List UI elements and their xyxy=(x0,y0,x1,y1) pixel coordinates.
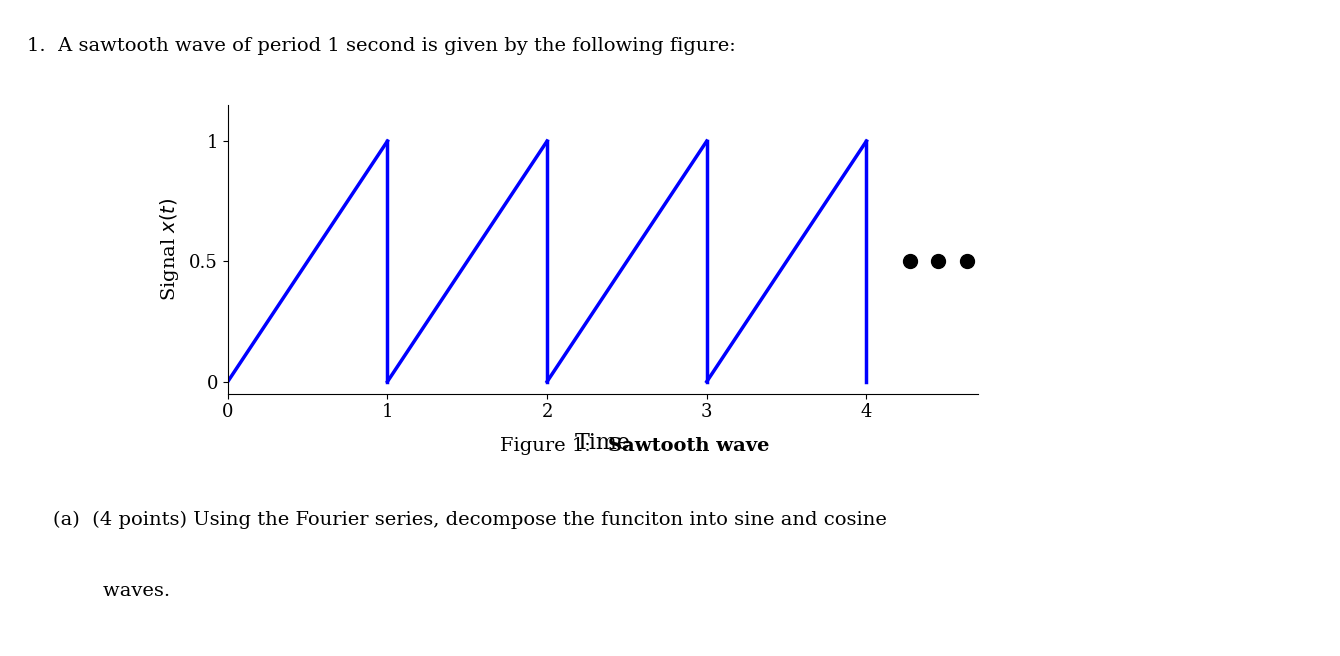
Text: 1.  A sawtooth wave of period 1 second is given by the following figure:: 1. A sawtooth wave of period 1 second is… xyxy=(27,37,736,55)
Text: Figure 1:: Figure 1: xyxy=(500,437,598,455)
Text: waves.: waves. xyxy=(52,582,170,600)
Text: (a)  (4 points) Using the Fourier series, decompose the funciton into sine and c: (a) (4 points) Using the Fourier series,… xyxy=(52,511,886,529)
Y-axis label: Signal $x(t)$: Signal $x(t)$ xyxy=(158,197,181,301)
Text: Sawtooth wave: Sawtooth wave xyxy=(607,437,769,455)
X-axis label: Time: Time xyxy=(575,432,631,455)
